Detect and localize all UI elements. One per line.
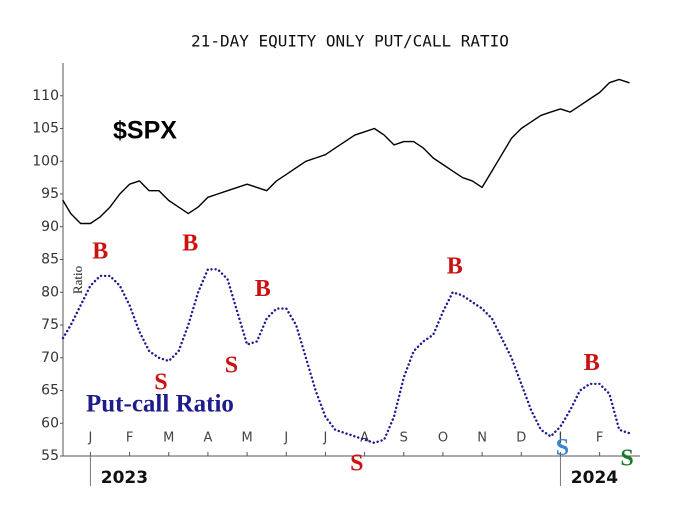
x-tick-label: N: [477, 431, 487, 446]
y-tick-label: 90: [41, 219, 59, 235]
x-tick-label: M: [163, 431, 174, 446]
y-tick-label: 75: [41, 317, 59, 333]
x-tick-label: D: [516, 431, 526, 446]
legend-label: $SPX: [113, 117, 177, 145]
y-tick-label: 80: [41, 284, 59, 300]
annotation: S: [225, 352, 238, 378]
x-tick-label: J: [558, 431, 563, 446]
series-line: [62, 78, 630, 225]
x-tick-label: J: [87, 431, 92, 446]
x-tick-label: F: [596, 431, 603, 446]
x-tick-label: A: [203, 431, 212, 446]
year-label: 2023: [101, 468, 148, 488]
y-tick-label: 55: [41, 448, 59, 464]
y-tick-label: 70: [41, 350, 59, 366]
y-tick-label: 85: [41, 252, 59, 268]
legend-label: Put-call Ratio: [86, 391, 234, 418]
y-tick-label: 95: [41, 186, 59, 202]
x-tick-label: F: [126, 431, 133, 446]
annotation: B: [584, 350, 600, 376]
y-tick-label: 65: [41, 383, 59, 399]
x-tick-label: J: [283, 431, 288, 446]
series-line: [61, 268, 631, 445]
y-tick-label: 105: [32, 121, 59, 137]
annotation: S: [350, 451, 363, 477]
annotation: S: [154, 369, 167, 395]
annotation: B: [447, 254, 463, 280]
annotation: B: [182, 231, 198, 257]
annotation: S: [620, 445, 633, 471]
x-tick-label: O: [438, 431, 448, 446]
year-label: 2024: [571, 468, 618, 488]
y-tick-label: 110: [32, 88, 59, 104]
chart-title: 21-DAY EQUITY ONLY PUT/CALL RATIO: [191, 32, 509, 51]
x-tick-label: M: [241, 431, 252, 446]
y-axis-label: Ratio: [70, 266, 85, 294]
x-tick-label: J: [323, 431, 328, 446]
annotation: B: [92, 238, 108, 264]
x-tick-label: A: [360, 431, 369, 446]
x-tick-label: S: [400, 431, 408, 446]
annotation: S: [556, 435, 569, 461]
y-tick-label: 100: [32, 153, 59, 169]
annotation: B: [255, 276, 271, 302]
y-tick-label: 60: [41, 415, 59, 431]
